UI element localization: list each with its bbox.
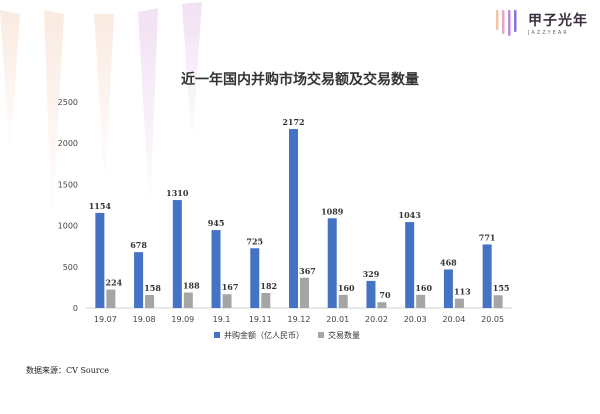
bar-count bbox=[377, 302, 387, 308]
bar-amount bbox=[211, 230, 221, 308]
bar-count bbox=[183, 292, 193, 308]
data-label: 725 bbox=[246, 236, 263, 246]
data-label: 1154 bbox=[89, 201, 112, 211]
data-label: 771 bbox=[479, 232, 496, 242]
bar-amount bbox=[366, 280, 376, 308]
bar-count bbox=[416, 294, 426, 308]
decor-ray bbox=[0, 10, 20, 160]
legend-swatch bbox=[318, 332, 324, 338]
bar-amount bbox=[134, 252, 144, 308]
data-label: 155 bbox=[493, 283, 510, 293]
bar-amount bbox=[482, 244, 492, 308]
x-tick-label: 19.07 bbox=[94, 315, 117, 324]
x-tick-label: 20.02 bbox=[365, 315, 388, 324]
brand-name: 甲子光年 bbox=[528, 13, 588, 29]
x-tick-label: 20.01 bbox=[326, 315, 349, 324]
bar-count bbox=[106, 289, 116, 308]
bar-count bbox=[261, 293, 271, 308]
y-tick-label: 1500 bbox=[58, 180, 78, 189]
bar-count bbox=[338, 294, 348, 308]
data-label: 224 bbox=[106, 278, 123, 288]
bar-amount bbox=[289, 129, 298, 308]
bar-series: 1154 224 678 158 1310 188 945 167 725 182 2172 367 1… bbox=[89, 117, 510, 308]
legend-label: 交易数量 bbox=[328, 330, 360, 340]
x-tick-label: 20.03 bbox=[404, 315, 427, 324]
bar-count bbox=[145, 294, 155, 308]
x-tick-label: 19.09 bbox=[171, 315, 194, 324]
data-label: 329 bbox=[363, 269, 380, 279]
x-axis: 19.07 19.08 19.09 19.1 19.11 19.12 20.01 20.02 2… bbox=[86, 307, 512, 324]
x-tick-label: 19.1 bbox=[213, 315, 231, 324]
legend-label: 并购金额（亿人民币） bbox=[224, 330, 304, 340]
bar-amount bbox=[405, 222, 415, 308]
data-label: 367 bbox=[299, 266, 316, 276]
decor-ray bbox=[182, 2, 202, 150]
x-tick-label: 20.04 bbox=[442, 315, 465, 324]
decor-ray bbox=[44, 10, 64, 230]
data-label: 468 bbox=[440, 257, 457, 267]
data-label: 113 bbox=[454, 287, 471, 297]
brand-stroke bbox=[496, 10, 499, 30]
bar-count bbox=[300, 277, 309, 308]
legend-swatch bbox=[214, 332, 220, 338]
x-tick-label: 20.05 bbox=[481, 315, 504, 324]
x-tick-label: 19.12 bbox=[288, 315, 311, 324]
brand-stroke bbox=[514, 10, 517, 32]
bar-count bbox=[454, 298, 464, 308]
data-label: 945 bbox=[208, 218, 225, 228]
y-tick-label: 2000 bbox=[58, 139, 78, 148]
data-label: 1310 bbox=[166, 188, 189, 198]
bar-amount bbox=[443, 269, 453, 308]
data-label: 160 bbox=[415, 283, 432, 293]
y-axis: 0 500 1000 1500 2000 2500 bbox=[58, 98, 78, 313]
data-source-note: 数据来源：CV Source bbox=[26, 366, 109, 375]
data-label: 158 bbox=[144, 283, 161, 293]
brand-logo: 甲子光年 JAZZYEAR bbox=[494, 6, 594, 46]
data-label: 1089 bbox=[321, 206, 344, 216]
bar-count bbox=[222, 294, 232, 308]
bar-amount bbox=[327, 218, 337, 308]
data-label: 182 bbox=[260, 281, 277, 291]
data-label: 70 bbox=[379, 290, 391, 300]
data-label: 188 bbox=[183, 281, 200, 291]
decor-ray bbox=[138, 8, 158, 220]
data-label: 678 bbox=[130, 240, 147, 250]
x-tick-label: 19.11 bbox=[249, 315, 272, 324]
y-tick-label: 2500 bbox=[58, 98, 78, 107]
y-tick-label: 500 bbox=[63, 263, 78, 272]
bar-amount bbox=[250, 248, 260, 308]
bar-amount bbox=[172, 200, 182, 308]
x-tick-label: 19.08 bbox=[133, 315, 156, 324]
brand-mark-icon bbox=[496, 10, 517, 36]
brand-stroke bbox=[508, 10, 511, 36]
data-label: 2172 bbox=[282, 117, 304, 127]
data-label: 167 bbox=[222, 282, 239, 292]
chart-legend: 并购金额（亿人民币） 交易数量 bbox=[214, 330, 360, 340]
bar-count bbox=[493, 295, 503, 308]
chart-title: 近一年国内并购市场交易额及交易数量 bbox=[181, 71, 419, 88]
brand-tagline: JAZZYEAR bbox=[528, 30, 569, 36]
y-tick-label: 1000 bbox=[58, 222, 78, 231]
y-tick-label: 0 bbox=[73, 304, 78, 313]
data-label: 160 bbox=[338, 283, 355, 293]
bar-amount bbox=[95, 212, 105, 308]
decor-ray bbox=[94, 14, 114, 190]
data-label: 1043 bbox=[399, 210, 422, 220]
brand-stroke bbox=[502, 10, 505, 34]
